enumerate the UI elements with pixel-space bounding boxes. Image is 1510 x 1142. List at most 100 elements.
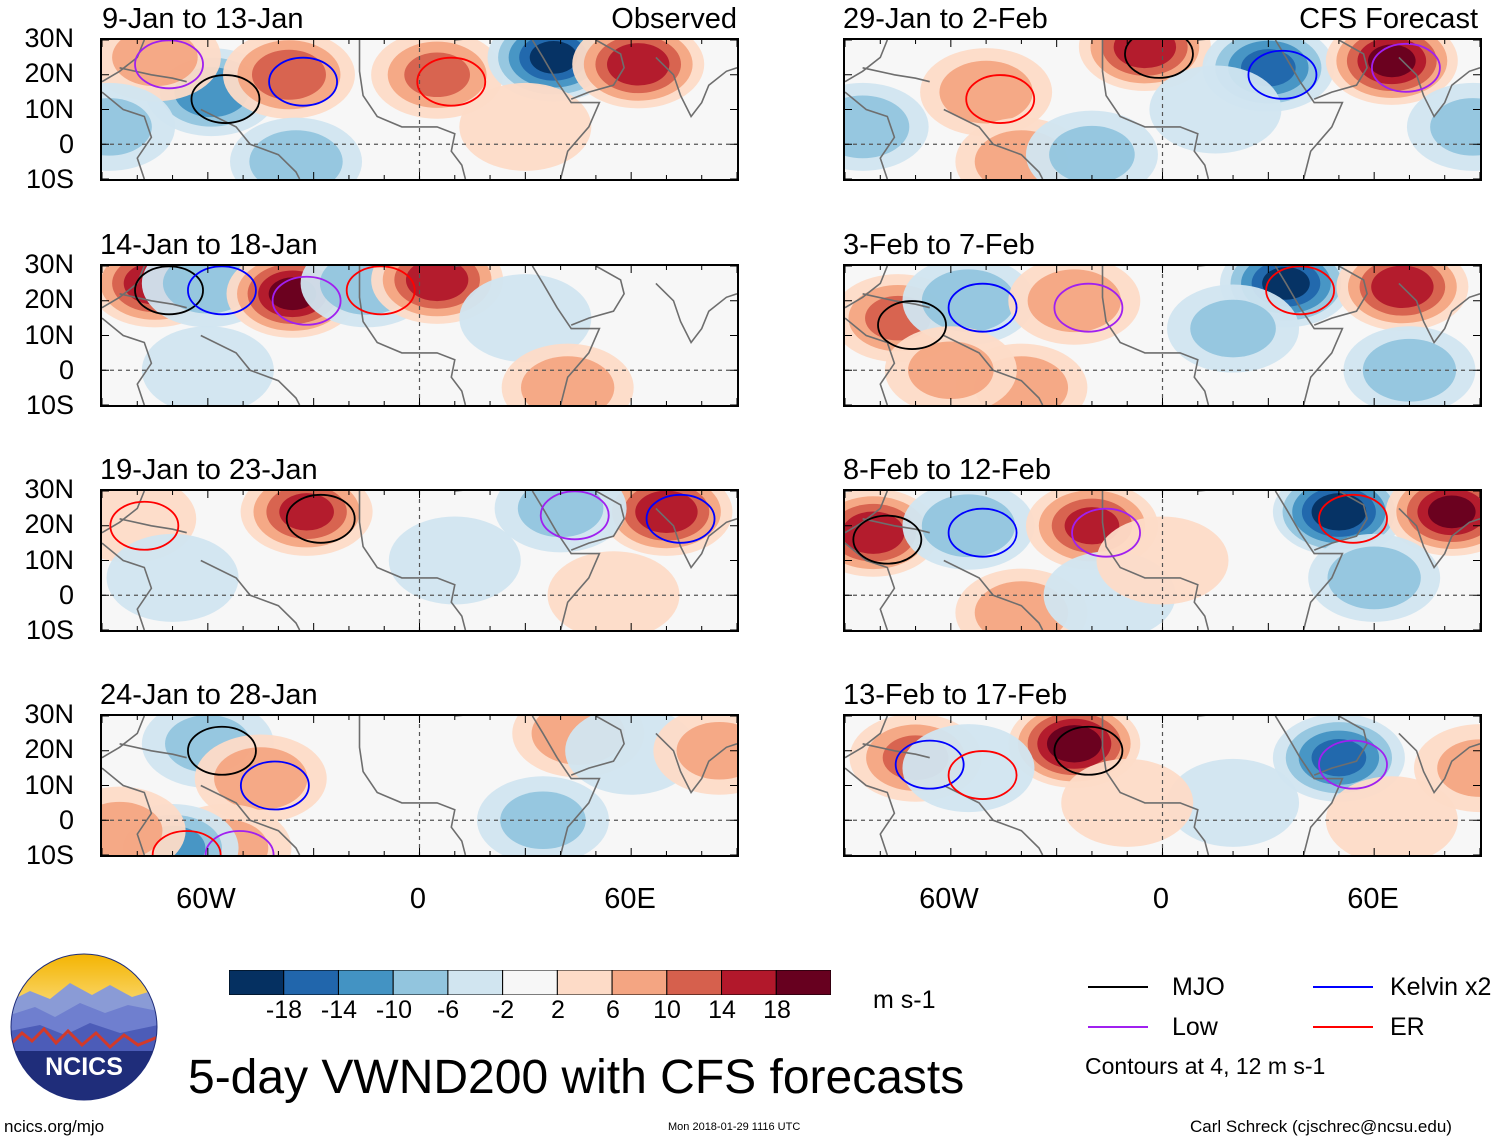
coastline — [845, 266, 889, 309]
coastline — [1274, 266, 1344, 405]
colorbar-tick: 18 — [763, 996, 791, 1024]
legend-label-er: ER — [1390, 1013, 1425, 1041]
coastline — [102, 91, 153, 179]
filter-contour — [1053, 282, 1124, 333]
negative-anomaly — [1308, 533, 1441, 622]
colorbar-tick: -2 — [491, 996, 515, 1024]
negative-anomaly — [845, 82, 929, 171]
legend-label-kelvin: Kelvin x2 — [1390, 973, 1492, 1001]
negative-anomaly — [1167, 284, 1300, 373]
footer-credit: Carl Schreck (cjschrec@ncsu.edu) — [1190, 1117, 1452, 1136]
colorbar-units: m s-1 — [873, 986, 936, 1014]
lat-label: 10N — [24, 94, 74, 124]
lat-label: 30N — [24, 474, 74, 504]
colorbar-tick: 2 — [551, 996, 565, 1024]
positive-anomaly — [501, 343, 634, 405]
colorbar-swatch — [556, 969, 613, 996]
filter-contour — [190, 74, 261, 124]
map-panel-3 — [100, 489, 739, 632]
negative-anomaly — [102, 82, 176, 171]
filter-contour — [645, 493, 716, 544]
lat-label: 30N — [24, 249, 74, 279]
map-panel-2 — [100, 264, 739, 407]
coastline — [655, 56, 737, 119]
coastline — [845, 542, 896, 630]
legend-line-mjo — [1088, 986, 1148, 988]
negative-anomaly — [459, 274, 592, 363]
map-panel-5 — [843, 38, 1482, 181]
coastline — [358, 716, 467, 855]
coastline — [1274, 40, 1344, 179]
map-panel-8 — [843, 714, 1482, 857]
panel-title-7: 8-Feb to 12-Feb — [843, 454, 1051, 486]
lat-label: 20N — [24, 58, 74, 88]
filter-contour — [416, 56, 487, 107]
filter-contour — [852, 514, 923, 565]
filter-contour — [947, 507, 1018, 558]
filter-contour — [539, 491, 610, 541]
filter-contour — [285, 493, 356, 544]
footer-url[interactable]: ncics.org/mjo — [4, 1117, 105, 1136]
coastline — [845, 40, 889, 83]
positive-anomaly — [653, 716, 737, 795]
panel-title-8: 13-Feb to 17-Feb — [843, 679, 1068, 711]
coastline — [200, 559, 301, 630]
map-canvas — [845, 491, 1480, 630]
panel-title-5: 29-Jan to 2-Feb — [843, 3, 1048, 35]
colorbar-swatch — [666, 969, 723, 996]
coastline — [358, 40, 467, 179]
colorbar-swatch — [228, 969, 285, 996]
coastline — [1101, 491, 1210, 630]
lat-label: 10S — [25, 615, 74, 645]
colorbar-swatch — [283, 969, 339, 996]
filter-contour — [1071, 507, 1141, 558]
coastline — [570, 716, 625, 776]
coastline — [119, 743, 187, 759]
coastline — [531, 716, 601, 855]
colorbar-swatch — [392, 969, 449, 996]
coastline — [531, 491, 601, 630]
coastline — [655, 507, 737, 570]
coastline — [102, 266, 146, 309]
filter-contour — [965, 74, 1036, 124]
map-panel-6 — [843, 264, 1482, 407]
ncics-logo: NCICS — [10, 953, 158, 1101]
map-canvas — [102, 266, 737, 405]
coastline — [862, 67, 930, 83]
positive-anomaly — [1096, 516, 1229, 605]
positive-anomaly — [547, 551, 680, 630]
negative-anomaly — [106, 533, 239, 622]
forecast-label: CFS Forecast — [1299, 3, 1478, 35]
negative-anomaly — [1343, 326, 1476, 405]
coastline — [570, 491, 625, 551]
coastline — [1313, 491, 1368, 551]
coastline — [200, 108, 301, 179]
coastline — [102, 542, 153, 630]
colorbar-swatch — [447, 969, 504, 996]
colorbar-tick: -18 — [265, 996, 303, 1024]
coastline — [845, 716, 889, 759]
coastline — [655, 282, 737, 345]
panel-title-1: 9-Jan to 13-Jan — [102, 3, 304, 35]
map-canvas — [102, 716, 737, 855]
coastline — [531, 40, 601, 179]
coastline — [102, 317, 153, 405]
map-panel-4 — [100, 714, 739, 857]
map-canvas — [102, 491, 737, 630]
filter-contour — [947, 750, 1018, 800]
positive-anomaly — [1325, 776, 1458, 855]
coastline — [943, 784, 1044, 855]
positive-anomaly — [459, 82, 592, 171]
colorbar-tick: -10 — [375, 996, 413, 1024]
colorbar-swatch — [775, 969, 832, 996]
filter-contour — [345, 266, 416, 316]
coastline — [845, 317, 896, 405]
lat-label: 0 — [58, 355, 74, 385]
lon-label-right-60e: 60E — [1347, 883, 1399, 915]
coastline — [943, 334, 1044, 405]
lon-label-left-60w: 60W — [176, 883, 236, 915]
figure-title: 5-day VWND200 with CFS forecasts — [188, 1051, 965, 1104]
filter-contour — [271, 275, 342, 326]
coastline — [570, 40, 625, 100]
lat-label: 10N — [24, 545, 74, 575]
